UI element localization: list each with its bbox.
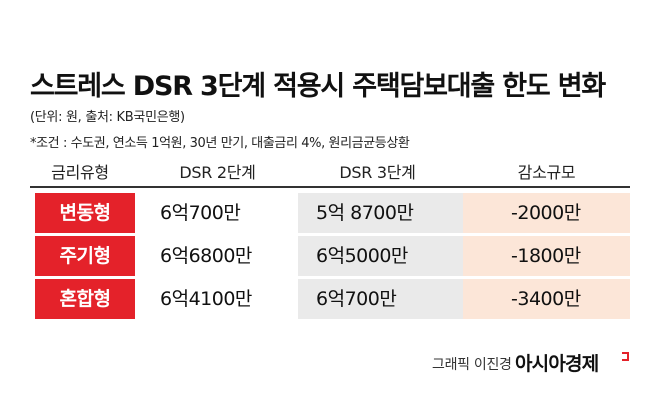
reduction-value: -3400만: [463, 279, 630, 319]
reduction-value: -2000만: [463, 193, 630, 233]
table-row: 혼합형 6억4100만 6억700만 -3400만: [30, 279, 630, 319]
graphic-credit: 그래픽 이진경: [432, 357, 512, 373]
rate-type-label: 혼합형: [35, 279, 135, 319]
dsr3-value: 6억700만: [298, 279, 463, 319]
header-dsr2: DSR 2단계: [179, 163, 256, 182]
dsr2-value: 6억4100만: [160, 288, 252, 310]
condition-note: *조건 : 수도권, 연소득 1억원, 30년 만기, 대출금리 4%, 원리금…: [30, 136, 410, 151]
dsr3-value: 5억 8700만: [298, 193, 463, 233]
header-reduction: 감소규모: [517, 163, 576, 182]
page-title: 스트레스 DSR 3단계 적용시 주택담보대출 한도 변화: [30, 71, 606, 102]
dsr2-value: 6억700만: [160, 202, 241, 224]
table-row: 변동형 6억700만 5억 8700만 -2000만: [30, 193, 630, 233]
unit-note: (단위: 원, 출처: KB국민은행): [30, 110, 185, 125]
header-dsr3: DSR 3단계: [339, 163, 416, 182]
table-header: 금리유형 DSR 2단계 DSR 3단계 감소규모: [30, 160, 630, 188]
rate-type-label: 주기형: [35, 236, 135, 276]
dsr2-value: 6억6800만: [160, 245, 252, 267]
brand-mark-icon: [622, 352, 629, 361]
reduction-value: -1800만: [463, 236, 630, 276]
dsr3-value: 6억5000만: [298, 236, 463, 276]
table-row: 주기형 6억6800만 6억5000만 -1800만: [30, 236, 630, 276]
header-rate-type: 금리유형: [51, 163, 109, 182]
rate-type-label: 변동형: [35, 193, 135, 233]
brand-logo: 아시아경제: [515, 353, 599, 375]
